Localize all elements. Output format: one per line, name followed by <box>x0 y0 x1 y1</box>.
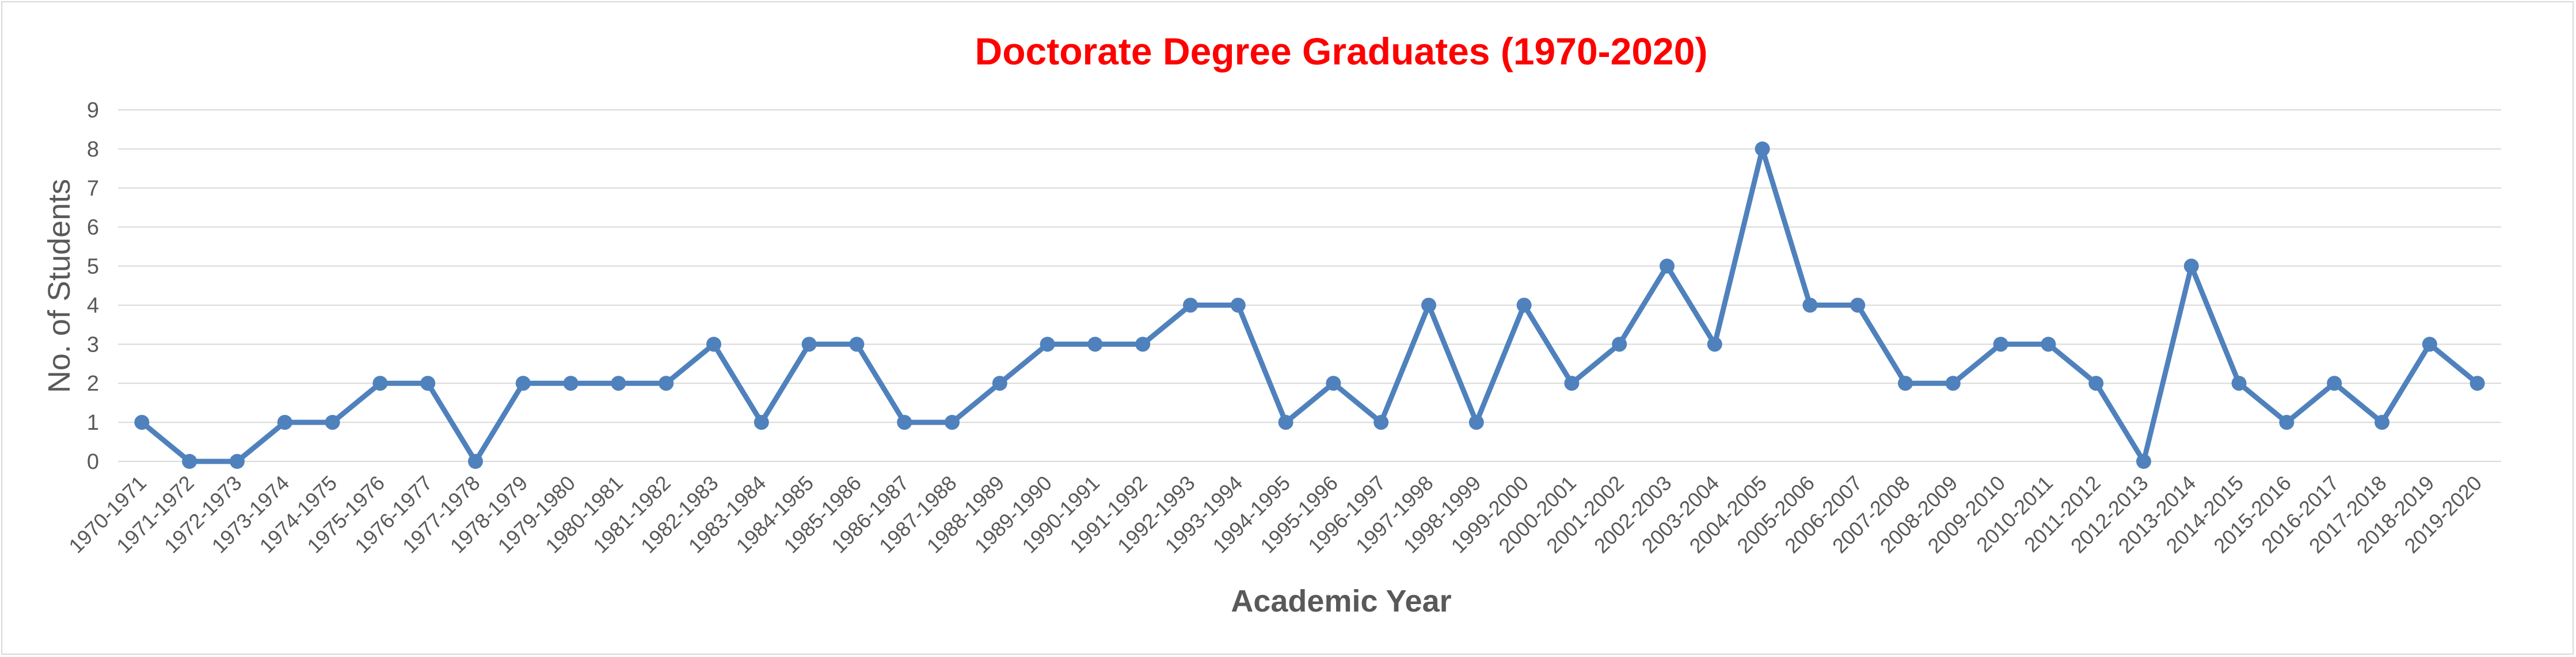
y-tick-label: 2 <box>87 372 99 396</box>
y-tick-label: 1 <box>87 411 99 435</box>
data-point <box>611 376 626 391</box>
data-point <box>515 376 531 391</box>
data-point <box>2136 454 2151 469</box>
gridlines <box>118 109 2501 462</box>
data-point <box>1468 415 1484 430</box>
data-point <box>992 376 1007 391</box>
data-point <box>1660 258 1675 274</box>
data-point <box>1945 376 1961 391</box>
data-point <box>420 376 436 391</box>
data-point <box>945 415 960 430</box>
data-point <box>1230 297 1246 313</box>
y-tick-label: 9 <box>87 98 99 123</box>
data-point <box>2088 376 2104 391</box>
y-axis-title: No. of Students <box>42 179 77 393</box>
data-point <box>1278 415 1293 430</box>
data-point <box>1326 376 1341 391</box>
data-point <box>372 376 388 391</box>
y-tick-label: 5 <box>87 255 99 279</box>
data-point <box>134 415 150 430</box>
data-point <box>897 415 912 430</box>
data-point <box>1421 297 1436 313</box>
data-point <box>659 376 674 391</box>
data-point <box>1564 376 1580 391</box>
y-tick-label: 6 <box>87 216 99 240</box>
y-axis-ticks: 0 1 2 3 4 5 6 7 8 9 <box>87 98 99 474</box>
data-point <box>801 337 817 352</box>
data-point <box>1516 297 1532 313</box>
data-point <box>2279 415 2295 430</box>
data-point <box>2422 337 2437 352</box>
y-tick-label: 4 <box>87 293 99 318</box>
data-point <box>182 454 197 469</box>
series-line <box>139 146 2480 464</box>
data-point <box>1802 297 1818 313</box>
data-point <box>2327 376 2342 391</box>
y-tick-label: 8 <box>87 137 99 162</box>
data-point <box>1040 337 1055 352</box>
data-point <box>1183 297 1198 313</box>
y-tick-label: 7 <box>87 177 99 201</box>
data-point <box>706 337 721 352</box>
data-point <box>1755 141 1770 156</box>
data-points <box>134 141 2485 469</box>
data-point <box>2375 415 2389 430</box>
data-point <box>1373 415 1389 430</box>
data-point <box>1707 337 1722 352</box>
data-point <box>1135 337 1151 352</box>
data-point <box>468 454 483 469</box>
data-point <box>1993 337 2008 352</box>
x-axis-ticks: 1970-19711971-19721972-19731973-19741974… <box>64 471 2486 558</box>
data-point <box>325 415 340 430</box>
y-tick-label: 3 <box>87 333 99 357</box>
data-point <box>1898 376 1913 391</box>
data-point <box>1087 337 1103 352</box>
y-tick-label: 0 <box>87 450 99 474</box>
data-point <box>1612 337 1627 352</box>
data-point <box>2183 258 2199 274</box>
data-point <box>230 454 245 469</box>
chart-title: Doctorate Degree Graduates (1970-2020) <box>975 30 1708 72</box>
data-point <box>2470 376 2485 391</box>
data-point <box>277 415 292 430</box>
data-point <box>563 376 579 391</box>
data-point <box>1850 297 1866 313</box>
data-point <box>849 337 865 352</box>
data-point <box>2041 337 2056 352</box>
data-point <box>2231 376 2247 391</box>
data-point <box>754 415 769 430</box>
x-axis-title: Academic Year <box>1231 584 1451 618</box>
